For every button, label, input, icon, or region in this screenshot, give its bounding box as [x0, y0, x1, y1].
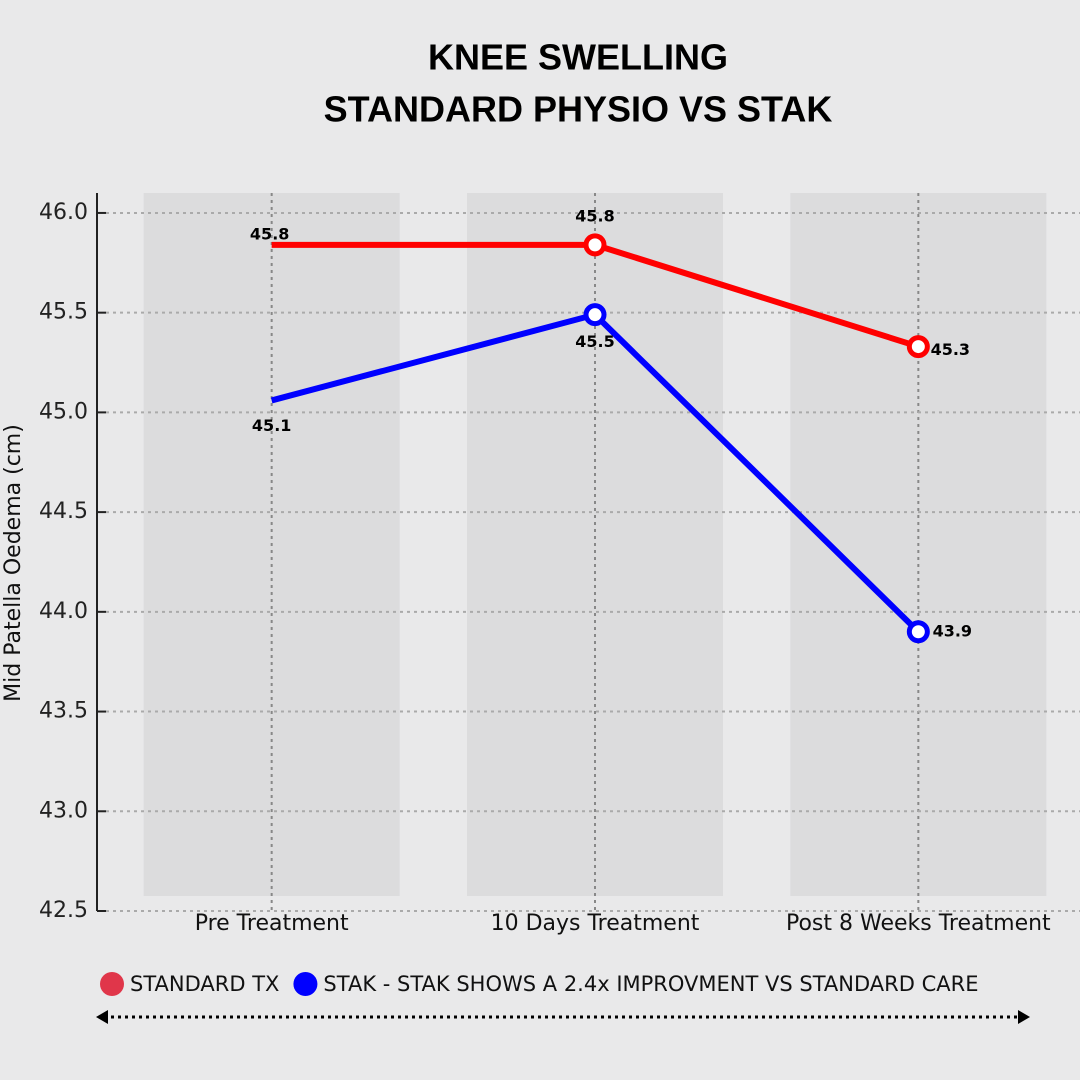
y-tick-label: 44.0 [39, 599, 88, 624]
point [583, 233, 607, 257]
data-label: 45.8 [575, 206, 614, 225]
legend-marker [100, 972, 124, 996]
chart-title: KNEE SWELLING [428, 37, 728, 78]
y-axis-label: Mid Patella Oedema (cm) [1, 424, 26, 702]
legend-label: STANDARD TX [130, 972, 279, 996]
legend-label: STAK - STAK SHOWS A 2.4x IMPROVMENT VS S… [323, 972, 978, 996]
x-tick-label: Pre Treatment [195, 911, 349, 936]
x-tick-label: 10 Days Treatment [491, 911, 700, 936]
y-tick-label: 45.5 [39, 300, 88, 325]
range-arrow [96, 1010, 1030, 1024]
y-tick-label: 43.0 [39, 798, 88, 823]
y-tick-label: 45.0 [39, 399, 88, 424]
y-tick-label: 42.5 [39, 898, 88, 923]
y-tick-label: 43.5 [39, 699, 88, 724]
point [583, 303, 607, 327]
data-label: 45.3 [931, 340, 970, 359]
point [906, 620, 930, 644]
x-tick-label: Post 8 Weeks Treatment [786, 911, 1051, 936]
legend-marker [293, 972, 318, 996]
data-label: 45.1 [252, 416, 291, 435]
data-label: 45.8 [250, 224, 289, 243]
data-label: 43.9 [933, 621, 972, 640]
data-label: 45.5 [575, 332, 614, 351]
point [906, 335, 930, 359]
y-tick-label: 44.5 [39, 499, 88, 524]
y-tick-label: 46.0 [39, 200, 88, 225]
chart-title: STANDARD PHYSIO VS STAK [324, 89, 833, 130]
